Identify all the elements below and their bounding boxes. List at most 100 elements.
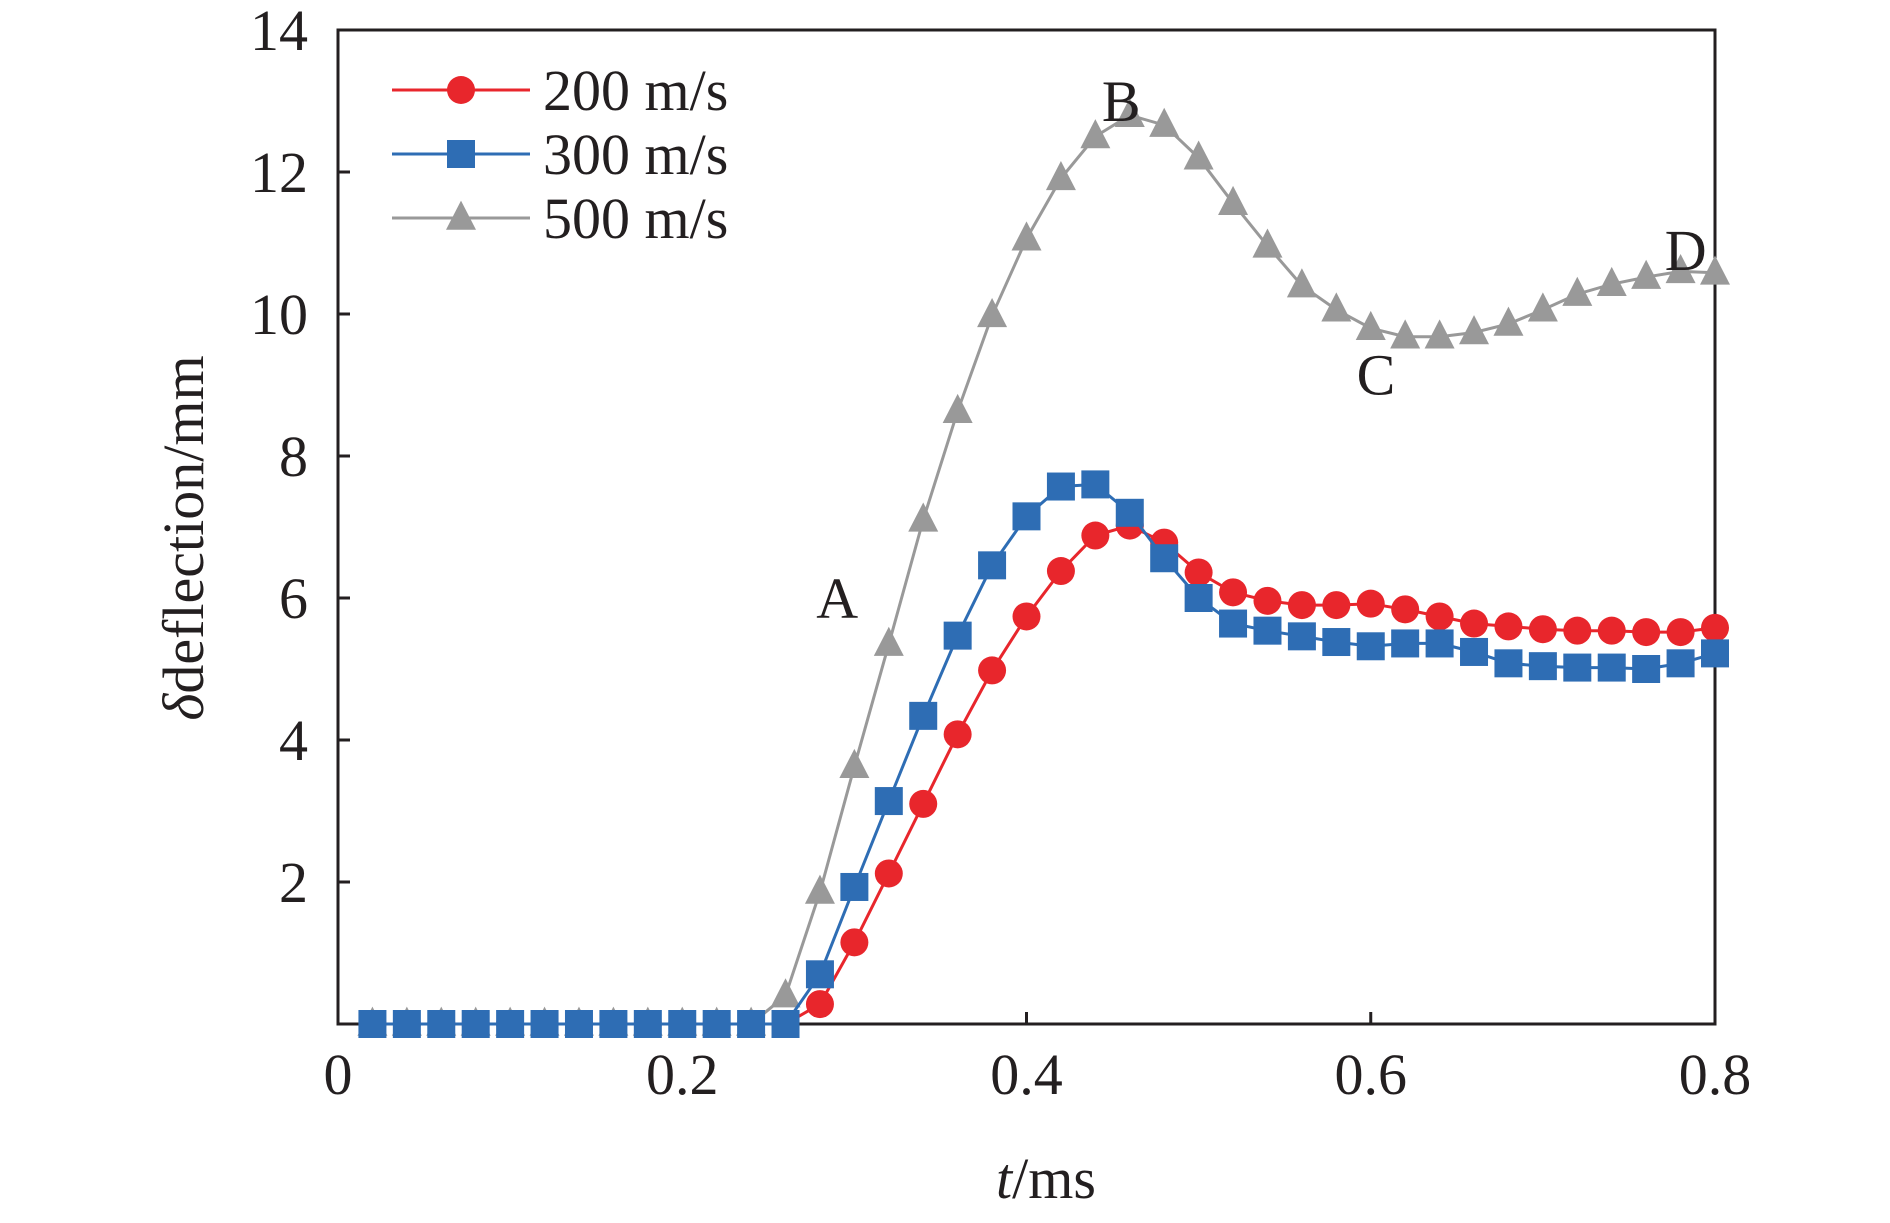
data-point [1322,628,1351,657]
data-point [1528,652,1557,681]
data-point [840,872,869,901]
data-point [392,1010,421,1038]
data-point [1493,306,1524,336]
data-point [1081,470,1110,499]
data-point [1218,185,1249,215]
y-axis-label-quantity: deflection/mm [151,355,216,693]
data-point [1631,259,1662,289]
data-point [461,1010,490,1038]
data-point [1390,319,1421,349]
data-point [1701,613,1729,642]
y-axis-label: δdeflection/mm [151,355,216,720]
data-point [1597,653,1626,682]
data-point [1184,558,1213,587]
data-point [358,1010,387,1038]
y-tick-label: 12 [250,140,308,205]
data-point [1012,602,1041,631]
y-tick-label: 14 [250,0,308,63]
data-point [1321,292,1352,322]
data-point [1253,616,1282,645]
data-point [1460,637,1489,666]
data-point [1011,221,1042,251]
data-point [1081,521,1110,550]
data-point [1494,612,1523,641]
data-point [1219,609,1248,638]
data-point [942,393,973,424]
data-point [770,978,801,1008]
data-point [1460,609,1489,638]
data-point [805,990,834,1019]
data-point [1219,578,1248,607]
annotation-label: B [1102,69,1141,134]
data-point [839,748,870,779]
x-axis-label-symbol: t [996,1146,1014,1211]
data-point [530,1010,559,1038]
data-point [427,1010,456,1038]
x-tick-label: 0.6 [1335,1042,1408,1107]
data-point [496,1010,525,1038]
data-point [1527,292,1558,322]
data-point [1287,622,1316,651]
data-point [977,298,1008,328]
data-point [737,1010,766,1038]
data-point [1494,649,1523,678]
data-point [564,1010,593,1038]
y-tick-label: 6 [279,566,308,631]
x-tick-label: 0.4 [990,1042,1063,1107]
data-point [771,1010,800,1038]
data-point [1355,310,1386,340]
x-tick-label: 0.8 [1679,1042,1752,1107]
y-tick-label: 8 [279,424,308,489]
x-tick-label: 0.2 [646,1042,719,1107]
data-point [1666,618,1695,647]
data-point [1459,315,1490,345]
data-point [633,1010,662,1038]
series-line [372,482,1716,1026]
annotation-label: C [1357,342,1396,407]
data-point [943,720,972,749]
y-tick-label: 2 [279,850,308,915]
legend-marker [447,76,475,104]
data-point [909,701,938,730]
x-tick-label: 0 [324,1042,353,1107]
data-point [668,1010,697,1038]
series-circle [358,511,1729,1038]
annotation-label: D [1665,218,1707,283]
data-point [1149,107,1180,137]
data-point [1563,653,1592,682]
data-point [873,626,904,656]
data-point [1632,618,1661,647]
data-point [1046,472,1075,501]
data-point [1184,584,1213,612]
x-axis-label: t/ms [996,1146,1096,1211]
data-point [1045,161,1076,191]
data-point [909,789,938,818]
data-point [1425,629,1454,658]
data-point [1012,502,1041,531]
data-point [1322,591,1351,620]
data-point [1287,591,1316,620]
annotation-label: A [816,566,858,631]
data-point [1597,616,1626,645]
data-point [1666,649,1695,678]
data-point [1425,602,1454,631]
data-point [599,1010,628,1038]
series-layer [357,97,1730,1038]
data-point [1700,255,1730,285]
data-point [908,502,939,532]
data-point [1356,632,1385,661]
series-square [358,470,1729,1038]
data-point [1252,228,1283,258]
legend-marker [447,140,475,168]
data-point [840,928,869,957]
data-point [978,551,1007,580]
data-point [1665,254,1696,284]
data-point [1391,629,1420,658]
data-point [1424,319,1455,349]
data-point [1046,557,1075,586]
x-axis-label-unit: /ms [1012,1146,1096,1211]
y-tick-label: 10 [250,282,308,347]
data-point [1701,639,1729,668]
